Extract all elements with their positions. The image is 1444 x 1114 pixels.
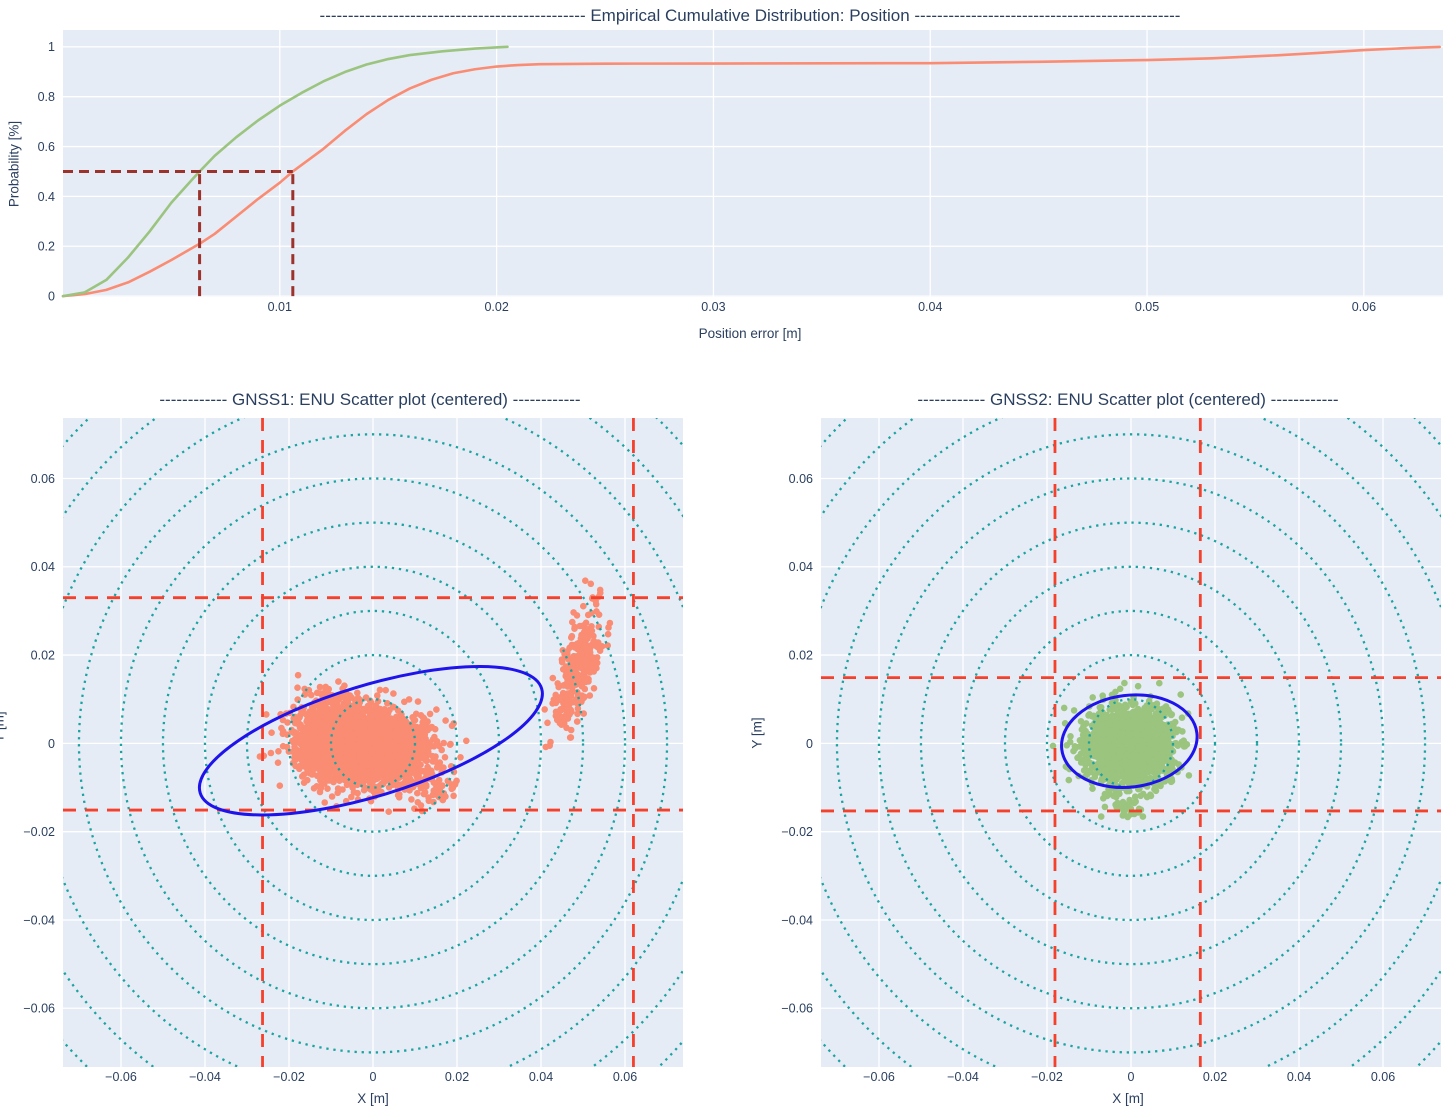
svg-text:0.06: 0.06	[789, 472, 813, 486]
svg-text:0.03: 0.03	[701, 300, 725, 314]
svg-text:0.06: 0.06	[31, 472, 55, 486]
gnss2-y-axis-title: Y [m]	[749, 717, 765, 749]
sigma-bound-lines	[821, 418, 1441, 1067]
median-guides	[63, 169, 295, 297]
svg-text:−0.06: −0.06	[781, 1002, 813, 1016]
y-tick-labels: 0.06 0.04 0.02 0 −0.02 −0.04 −0.06	[23, 472, 55, 1016]
svg-text:0.02: 0.02	[31, 648, 55, 662]
gnss2-scatter-plot: −0.06 −0.04 −0.02 0 0.02 0.04 0.06 0.06 0.04 0.02…	[781, 418, 1441, 1084]
y-tick-labels: 0.06 0.04 0.02 0 −0.02 −0.04 −0.06	[781, 472, 813, 1016]
svg-text:0.01: 0.01	[268, 300, 292, 314]
svg-text:−0.02: −0.02	[273, 1070, 305, 1084]
svg-text:0: 0	[806, 737, 813, 751]
error-ellipse	[197, 665, 544, 817]
plot-content	[821, 418, 1441, 1067]
svg-text:0.02: 0.02	[1203, 1070, 1227, 1084]
svg-text:0: 0	[48, 737, 55, 751]
range-rings	[821, 418, 1441, 1067]
svg-text:0.04: 0.04	[789, 560, 813, 574]
svg-text:0: 0	[1128, 1070, 1135, 1084]
svg-text:0.4: 0.4	[38, 190, 55, 204]
gnss1-chart-title: ------------ GNSS1: ENU Scatter plot (ce…	[159, 390, 581, 409]
gnss1-y-axis-title: Y [m]	[0, 711, 7, 742]
svg-text:−0.04: −0.04	[189, 1070, 221, 1084]
svg-text:0.06: 0.06	[1352, 300, 1376, 314]
svg-text:0: 0	[370, 1070, 377, 1084]
svg-text:0.02: 0.02	[484, 300, 508, 314]
range-rings	[63, 418, 683, 1067]
ecdf-x-axis-title: Position error [m]	[698, 326, 802, 341]
svg-text:0.05: 0.05	[1135, 300, 1159, 314]
svg-text:−0.06: −0.06	[863, 1070, 895, 1084]
svg-text:−0.06: −0.06	[23, 1002, 55, 1016]
svg-text:0.06: 0.06	[613, 1070, 637, 1084]
svg-text:−0.02: −0.02	[781, 825, 813, 839]
x-tick-labels: −0.06 −0.04 −0.02 0 0.02 0.04 0.06	[863, 1070, 1395, 1084]
svg-text:−0.04: −0.04	[947, 1070, 979, 1084]
svg-text:0.04: 0.04	[31, 560, 55, 574]
svg-text:−0.02: −0.02	[1031, 1070, 1063, 1084]
svg-text:0.2: 0.2	[38, 240, 55, 254]
x-tick-labels: −0.06 −0.04 −0.02 0 0.02 0.04 0.06	[105, 1070, 637, 1084]
svg-text:−0.04: −0.04	[23, 913, 55, 927]
svg-text:0.8: 0.8	[38, 90, 55, 104]
svg-text:1: 1	[48, 40, 55, 54]
ecdf-plot: 0.01 0.02 0.03 0.04 0.05 0.06 0 0.2 0.4 0.6 0.8 1	[38, 30, 1443, 314]
svg-text:0.04: 0.04	[918, 300, 942, 314]
svg-text:0.02: 0.02	[445, 1070, 469, 1084]
gnss2-x-axis-title: X [m]	[1112, 1091, 1144, 1106]
scatter-points	[1049, 679, 1193, 821]
svg-text:0.02: 0.02	[789, 648, 813, 662]
svg-text:0.6: 0.6	[38, 140, 55, 154]
gnss2-chart-title: ------------ GNSS2: ENU Scatter plot (ce…	[917, 390, 1339, 409]
svg-text:−0.02: −0.02	[23, 825, 55, 839]
svg-text:0.04: 0.04	[1287, 1070, 1311, 1084]
svg-text:−0.06: −0.06	[105, 1070, 137, 1084]
svg-text:0.04: 0.04	[529, 1070, 553, 1084]
error-ellipse	[1060, 693, 1199, 789]
svg-text:−0.04: −0.04	[781, 913, 813, 927]
plot-content	[63, 418, 683, 1067]
x-gridlines	[279, 30, 1365, 297]
ecdf-curve-gnss1	[61, 45, 1442, 298]
gnss1-x-axis-title: X [m]	[357, 1091, 389, 1106]
gnss1-scatter-plot: −0.06 −0.04 −0.02 0 0.02 0.04 0.06 0.06 0.04 0.02…	[23, 418, 683, 1084]
ecdf-curve-gnss2	[61, 45, 509, 298]
y-tick-labels: 0 0.2 0.4 0.6 0.8 1	[38, 40, 55, 303]
svg-text:0: 0	[48, 290, 55, 304]
ecdf-chart-title: ----------------------------------------…	[319, 6, 1181, 25]
x-tick-labels: 0.01 0.02 0.03 0.04 0.05 0.06	[268, 300, 1376, 314]
svg-text:0.06: 0.06	[1371, 1070, 1395, 1084]
sigma-bound-lines	[63, 418, 683, 1067]
scatter-points	[256, 577, 614, 815]
plot-background	[63, 30, 1443, 297]
